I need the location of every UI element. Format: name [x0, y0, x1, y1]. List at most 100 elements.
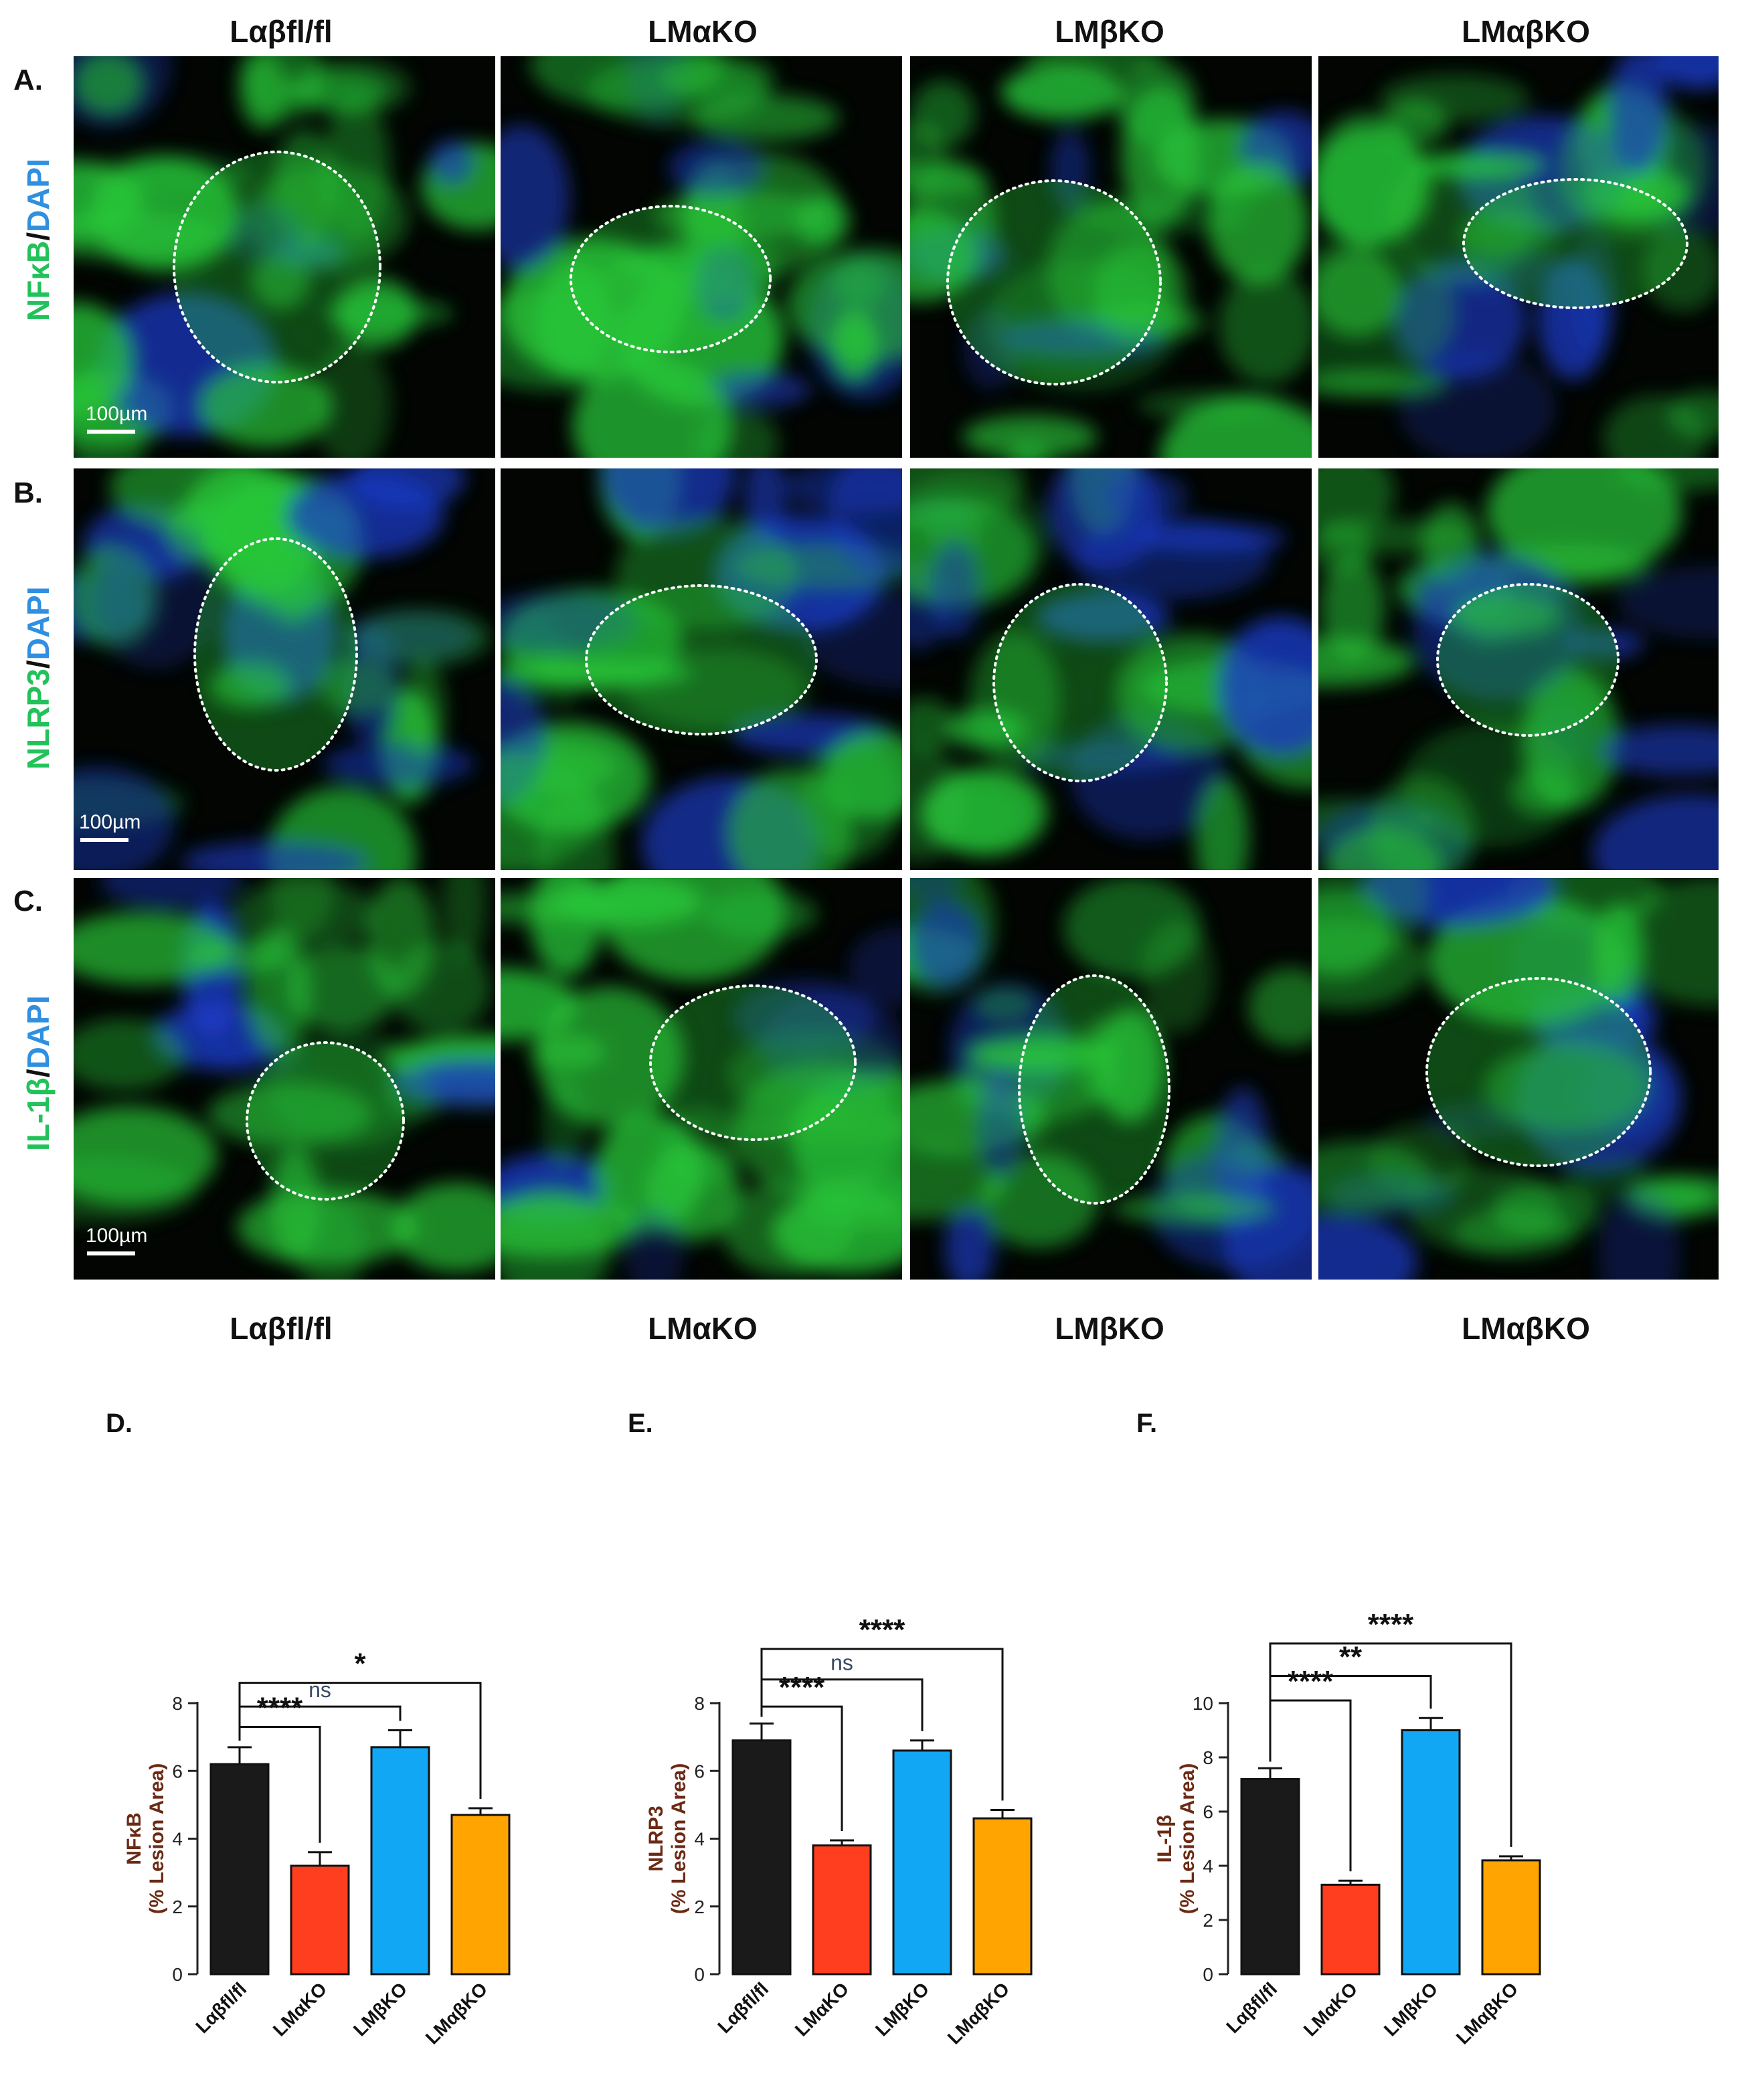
bar-1 [1240, 1777, 1300, 1976]
scale-bar-c [87, 1251, 135, 1255]
row-letter-a: A. [13, 64, 43, 96]
y-tick-label: 0 [694, 1964, 705, 1985]
significance-bracket [760, 1648, 1004, 1801]
micrograph-panel [1318, 468, 1719, 870]
y-tick-label: 2 [172, 1897, 183, 1917]
bar-2 [290, 1864, 350, 1976]
bar-3 [892, 1749, 952, 1976]
bar-4 [1481, 1859, 1541, 1976]
y-axis-subtitle: (% Lesion Area) [1176, 1763, 1199, 1915]
stain-marker-name: NFκB [21, 240, 56, 321]
y-axis-title: NLRP3 [645, 1806, 667, 1871]
bar-1 [731, 1739, 792, 1976]
column-header-top-2: LMαKO [648, 14, 758, 49]
significance-label: **** [257, 1691, 303, 1724]
micrograph-panel [501, 878, 902, 1280]
stain-marker-name: IL-1β [21, 1077, 56, 1151]
significance-label: ns [309, 1678, 331, 1702]
category-label: LMβKO [349, 1978, 411, 2040]
y-tick-label: 8 [1203, 1747, 1213, 1768]
chart-panel-label: D. [106, 1409, 133, 1438]
micrograph-panel [910, 56, 1312, 458]
category-label: Lαβfl/fl [1222, 1978, 1281, 2037]
y-tick-label: 8 [694, 1693, 705, 1714]
category-label: LMαβKO [1452, 1978, 1522, 2048]
y-tick-label: 8 [172, 1693, 183, 1714]
bar-3 [370, 1746, 430, 1976]
chart-panel-label: E. [628, 1409, 653, 1438]
significance-label: **** [779, 1671, 825, 1704]
scale-label-c: 100µm [86, 1225, 148, 1247]
column-header-top-1: Lαβfl/fl [230, 14, 333, 49]
bar-4 [450, 1814, 511, 1976]
y-tick-label: 6 [694, 1761, 705, 1781]
y-tick-label: 6 [172, 1761, 183, 1781]
micrograph-panel [1318, 878, 1719, 1280]
dapi-label: DAPI [21, 159, 56, 233]
column-header-bottom-2: LMαKO [648, 1311, 758, 1346]
chart-nfkb: D. NFκB (% Lesion Area) 0 2 4 6 8 Lαβfl/fl LMαKO L… [106, 1409, 511, 2048]
micrograph-panel [501, 468, 902, 870]
y-tick-label: 10 [1193, 1693, 1213, 1714]
dapi-label: DAPI [21, 586, 56, 661]
y-axis-title: IL-1β [1154, 1815, 1176, 1863]
row-letter-b: B. [13, 476, 43, 509]
column-header-top-4: LMαβKO [1462, 14, 1590, 49]
y-tick-label: 4 [1203, 1856, 1213, 1876]
y-tick-label: 0 [172, 1964, 183, 1985]
y-axis-subtitle: (% Lesion Area) [668, 1763, 690, 1915]
dapi-label: DAPI [21, 995, 56, 1069]
significance-label: **** [1368, 1608, 1414, 1641]
y-tick-label: 4 [694, 1829, 705, 1850]
micrograph-panel [1318, 56, 1719, 458]
column-header-bottom-4: LMαβKO [1462, 1311, 1590, 1346]
row-letter-c: C. [13, 885, 43, 917]
micrograph-panel [74, 468, 495, 870]
scale-label-a: 100µm [86, 403, 148, 425]
scale-bar-a [87, 430, 135, 434]
micrograph-panel [910, 468, 1312, 870]
scale-label-b: 100µm [79, 811, 141, 833]
chart-il1b: F. IL-1β (% Lesion Area) 0 2 4 6 8 10 Lαβfl/fl LMα… [1136, 1409, 1541, 2048]
significance-bracket [1269, 1642, 1512, 1847]
micrograph-panel [910, 878, 1312, 1280]
micrograph-panel [501, 56, 902, 458]
chart-panel-label: F. [1136, 1409, 1157, 1438]
bar-1 [209, 1763, 270, 1976]
chart-nlrp3: E. NLRP3 (% Lesion Area) 0 2 4 6 8 Lαβfl/fl LMαKO… [628, 1409, 1033, 2048]
y-tick-label: 0 [1203, 1964, 1213, 1985]
category-label: LMαKO [1300, 1978, 1361, 2040]
stain-marker-name: NLRP3 [21, 669, 56, 770]
category-label: LMβKO [871, 1978, 933, 2040]
significance-bracket [238, 1682, 482, 1799]
column-header-bottom-1: Lαβfl/fl [230, 1311, 333, 1346]
row-label-nfkb: NFκB/DAPI [21, 159, 56, 321]
bar-4 [972, 1817, 1033, 1976]
category-label: Lαβfl/fl [191, 1978, 250, 2037]
column-header-top-3: LMβKO [1055, 14, 1164, 49]
y-axis-subtitle: (% Lesion Area) [146, 1763, 168, 1915]
y-tick-label: 2 [1203, 1910, 1213, 1931]
row-label-il1b: IL-1β/DAPI [21, 995, 56, 1151]
significance-label: ** [1339, 1641, 1363, 1674]
significance-label: ns [831, 1651, 853, 1675]
y-axis-title: NFκB [123, 1812, 145, 1864]
bar-2 [812, 1844, 872, 1976]
bar-3 [1401, 1729, 1461, 1976]
category-label: Lαβfl/fl [713, 1978, 772, 2037]
category-label: LMαKO [791, 1978, 853, 2040]
micrograph-panel [74, 56, 495, 458]
row-label-nlrp3: NLRP3/DAPI [21, 586, 56, 770]
bar-2 [1320, 1883, 1381, 1976]
significance-label: **** [859, 1613, 905, 1646]
significance-label: **** [1288, 1665, 1334, 1698]
y-tick-label: 6 [1203, 1802, 1213, 1822]
y-tick-label: 4 [172, 1829, 183, 1850]
scale-bar-b [80, 838, 128, 842]
micrograph-panel [74, 878, 495, 1280]
significance-label: * [354, 1648, 366, 1680]
category-label: LMβKO [1380, 1978, 1442, 2040]
category-label: LMαKO [269, 1978, 331, 2040]
y-tick-label: 2 [694, 1897, 705, 1917]
column-header-bottom-3: LMβKO [1055, 1311, 1164, 1346]
